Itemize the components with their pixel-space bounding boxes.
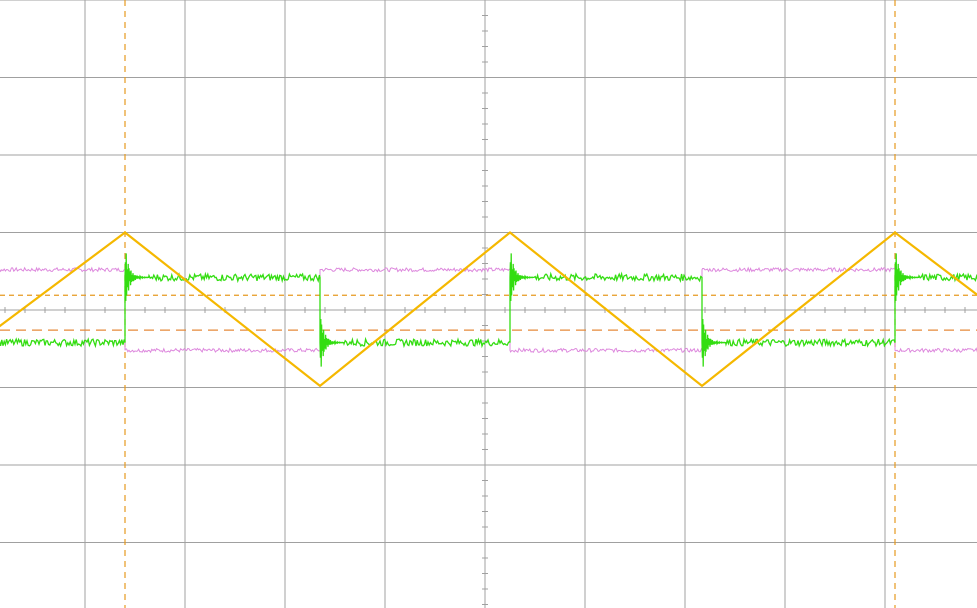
trace-triangle	[0, 231, 977, 388]
trace-square	[0, 253, 977, 367]
trace-inverted-square	[0, 266, 977, 354]
traces	[0, 231, 977, 388]
